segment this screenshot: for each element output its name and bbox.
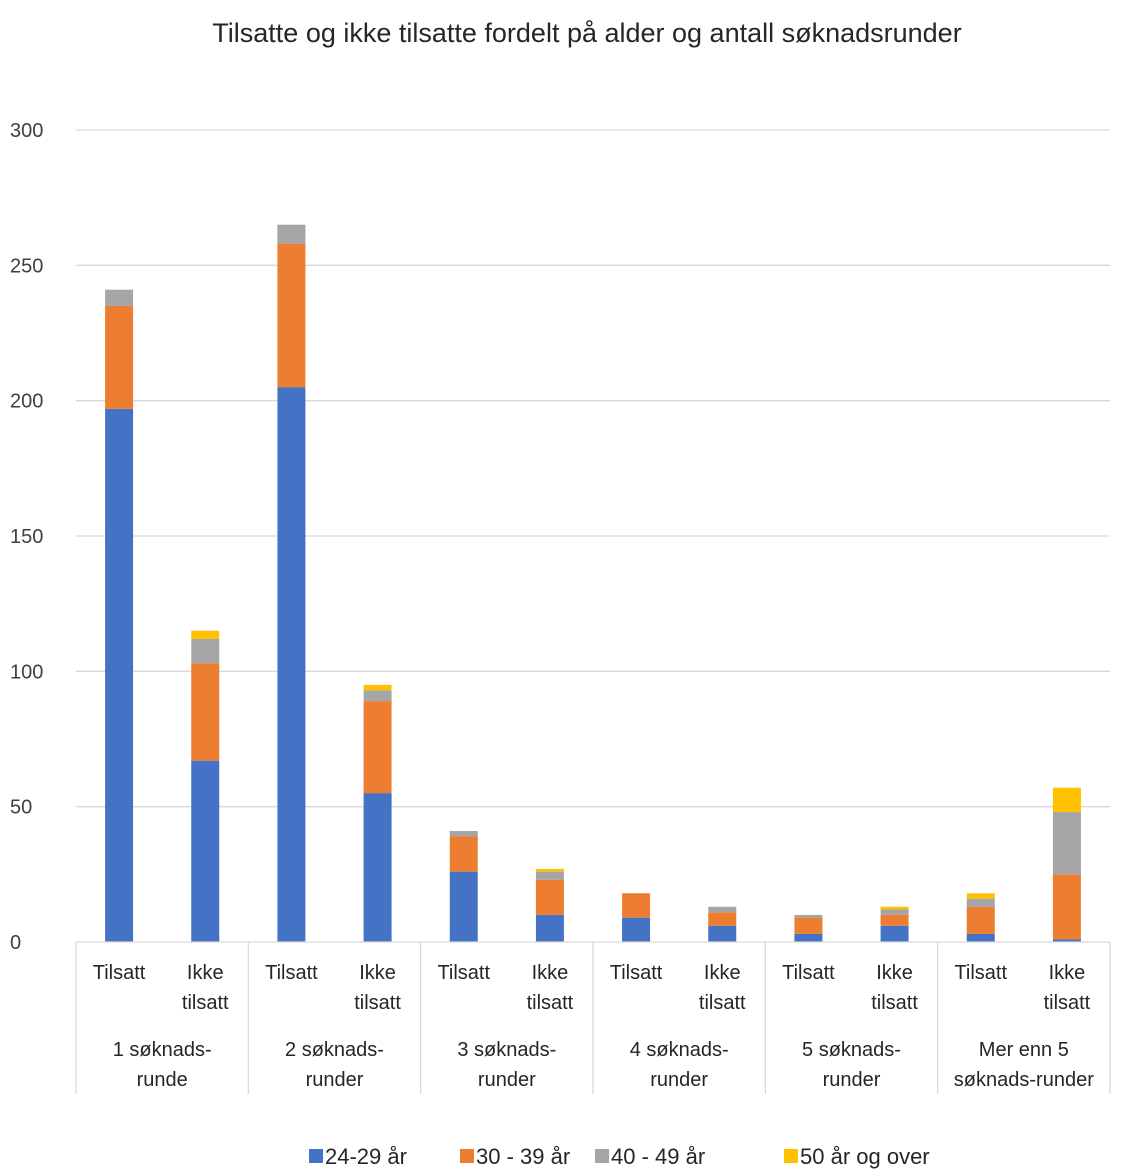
legend-swatch	[595, 1149, 609, 1163]
x-category-label: tilsatt	[699, 992, 746, 1014]
legend: 24-29 år 30 - 39 år 40 - 49 år 50 år og ove…	[309, 1144, 930, 1169]
legend-swatch	[784, 1149, 798, 1163]
bar-segment-2-cat-11	[966, 906, 995, 934]
bar-segment-2-cat-7	[622, 893, 651, 918]
x-group-label: 4 søknads-	[630, 1039, 729, 1061]
bar-segment-1-cat-6	[535, 914, 564, 942]
x-category-label: Tilsatt	[954, 962, 1007, 984]
bar-segment-3-cat-4	[363, 690, 392, 702]
bar-segment-2-cat-3	[277, 243, 306, 388]
y-tick-label: 50	[10, 797, 32, 819]
bar-segment-2-cat-6	[535, 879, 564, 915]
bar-segment-2-cat-2	[191, 663, 220, 761]
bar-segment-2-cat-10	[880, 914, 909, 926]
x-group-label: 2 søknads-	[285, 1039, 384, 1061]
x-category-label: Ikke	[359, 962, 396, 984]
x-group-label: 1 søknads-	[113, 1039, 212, 1061]
x-axis: Tilsatt Ikke tilsatt Tilsatt Ikke tilsatt Tils…	[75, 941, 1111, 1094]
bar-segment-4-cat-12	[1052, 787, 1081, 813]
bar-segment-1-cat-2	[191, 760, 220, 942]
y-tick-label: 300	[10, 120, 43, 142]
bar-segment-4-cat-10	[880, 906, 909, 910]
bar-segment-1-cat-4	[363, 793, 392, 942]
y-tick-label: 250	[10, 255, 43, 277]
x-category-label: Tilsatt	[93, 962, 146, 984]
bar-segment-2-cat-5	[449, 836, 478, 872]
legend-label: 30 - 39 år	[476, 1144, 570, 1169]
bar-segment-3-cat-3	[277, 224, 306, 244]
x-category-label: Tilsatt	[437, 962, 490, 984]
x-group-label: 5 søknads-	[802, 1039, 901, 1061]
x-category-label: Ikke	[876, 962, 913, 984]
x-category-label: Tilsatt	[610, 962, 663, 984]
x-category-label: tilsatt	[354, 992, 401, 1014]
bar-segment-1-cat-5	[449, 871, 478, 942]
bars	[105, 224, 1081, 943]
x-category-label: Ikke	[532, 962, 569, 984]
legend-label: 24-29 år	[325, 1144, 407, 1169]
x-category-label: Ikke	[704, 962, 741, 984]
x-group-label: runder	[478, 1069, 536, 1091]
legend-label: 40 - 49 år	[611, 1144, 705, 1169]
bar-segment-1-cat-8	[708, 925, 737, 942]
bar-segment-3-cat-11	[966, 898, 995, 907]
bar-segment-1-cat-1	[105, 408, 134, 943]
bar-segment-3-cat-9	[794, 914, 823, 918]
x-group-label: 3 søknads-	[457, 1039, 556, 1061]
x-category-label: Ikke	[1049, 962, 1086, 984]
y-axis-ticks: 0 50 100 150 200 250 300	[10, 120, 43, 954]
bar-segment-2-cat-8	[708, 912, 737, 926]
y-tick-label: 200	[10, 391, 43, 413]
legend-label: 50 år og over	[800, 1144, 930, 1169]
legend-swatch	[460, 1149, 474, 1163]
chart-title: Tilsatte og ikke tilsatte fordelt på ald…	[212, 18, 961, 48]
bar-segment-3-cat-5	[449, 831, 478, 837]
x-category-label: tilsatt	[1044, 992, 1091, 1014]
x-category-label: Tilsatt	[265, 962, 318, 984]
bar-segment-2-cat-12	[1052, 874, 1081, 940]
bar-segment-2-cat-4	[363, 701, 392, 794]
bar-segment-1-cat-9	[794, 933, 823, 942]
bar-segment-1-cat-7	[622, 917, 651, 942]
gridlines	[76, 129, 1110, 808]
x-category-label: tilsatt	[182, 992, 229, 1014]
x-category-label: Tilsatt	[782, 962, 835, 984]
x-group-label: søknads-runder	[954, 1069, 1094, 1091]
bar-segment-4-cat-2	[191, 630, 220, 639]
bar-segment-3-cat-12	[1052, 812, 1081, 875]
bar-segment-4-cat-11	[966, 893, 995, 899]
bar-segment-2-cat-9	[794, 917, 823, 934]
bar-segment-3-cat-6	[535, 871, 564, 880]
y-tick-label: 100	[10, 661, 43, 683]
bar-segment-1-cat-12	[1052, 939, 1081, 942]
bar-segment-1-cat-10	[880, 925, 909, 942]
bar-segment-4-cat-6	[535, 868, 564, 872]
bar-segment-3-cat-10	[880, 909, 909, 915]
bar-segment-3-cat-2	[191, 638, 220, 664]
x-category-label: Ikke	[187, 962, 224, 984]
x-group-label: Mer enn 5	[979, 1039, 1069, 1061]
y-tick-label: 0	[10, 932, 21, 954]
x-category-label: tilsatt	[871, 992, 918, 1014]
x-group-label: runder	[823, 1069, 881, 1091]
bar-segment-3-cat-8	[708, 906, 737, 913]
bar-segment-1-cat-3	[277, 387, 306, 943]
bar-segment-2-cat-1	[105, 305, 134, 409]
legend-swatch	[309, 1149, 323, 1163]
y-tick-label: 150	[10, 526, 43, 548]
bar-segment-3-cat-1	[105, 289, 134, 306]
x-group-label: runder	[650, 1069, 708, 1091]
x-group-label: runde	[137, 1069, 188, 1091]
x-group-label: runder	[306, 1069, 364, 1091]
bar-segment-4-cat-4	[363, 684, 392, 691]
x-category-label: tilsatt	[527, 992, 574, 1014]
bar-segment-1-cat-11	[966, 933, 995, 942]
